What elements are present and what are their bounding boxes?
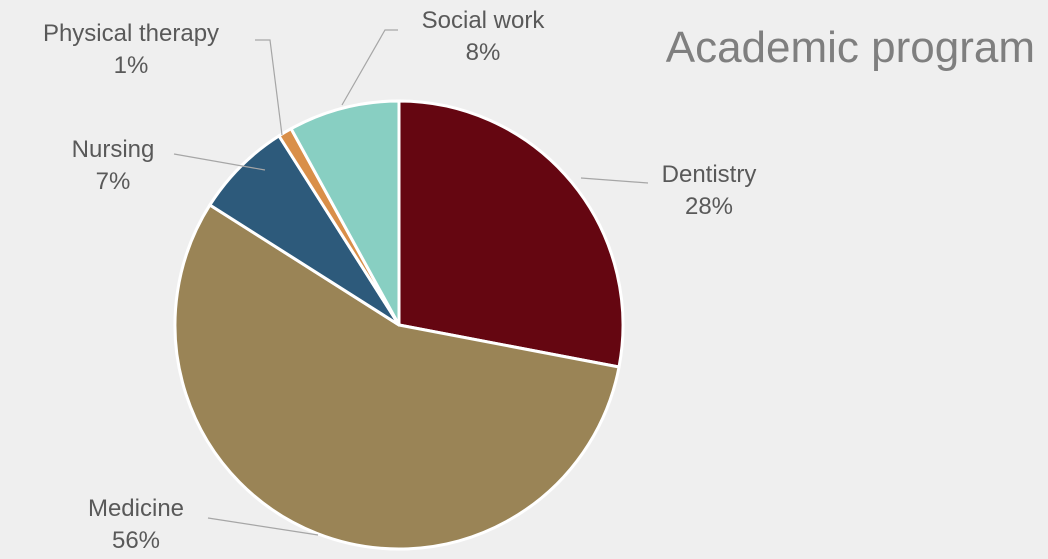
- chart-title: Academic program: [666, 23, 1035, 72]
- labels-layer: Dentistry 28% Medicine 56% Nursing 7% Physical…: [43, 7, 756, 554]
- slice-value-nursing: 7%: [96, 168, 131, 195]
- leader-line-physical-therapy: [255, 39, 283, 136]
- slice-value-medicine: 56%: [112, 527, 160, 554]
- slices-layer: [173, 99, 625, 551]
- slice-value-social-work: 8%: [466, 39, 501, 66]
- slice-label-dentistry: Dentistry: [662, 161, 757, 188]
- leader-line-nursing: [173, 153, 266, 171]
- leader-line-medicine: [207, 517, 319, 536]
- pie-slice-social-work: [289, 99, 401, 327]
- slice-label-nursing: Nursing: [72, 136, 155, 163]
- pie-slice-dentistry: [397, 99, 625, 369]
- slice-label-physical-therapy: Physical therapy: [43, 20, 219, 47]
- leader-lines-layer: [173, 29, 649, 536]
- slice-value-physical-therapy: 1%: [114, 52, 149, 79]
- leader-line-social-work: [341, 29, 398, 106]
- slice-label-social-work: Social work: [422, 7, 546, 34]
- slice-value-dentistry: 28%: [685, 193, 733, 220]
- leader-line-dentistry: [580, 177, 649, 184]
- slice-label-medicine: Medicine: [88, 495, 184, 522]
- pie-slice-medicine: [173, 203, 621, 551]
